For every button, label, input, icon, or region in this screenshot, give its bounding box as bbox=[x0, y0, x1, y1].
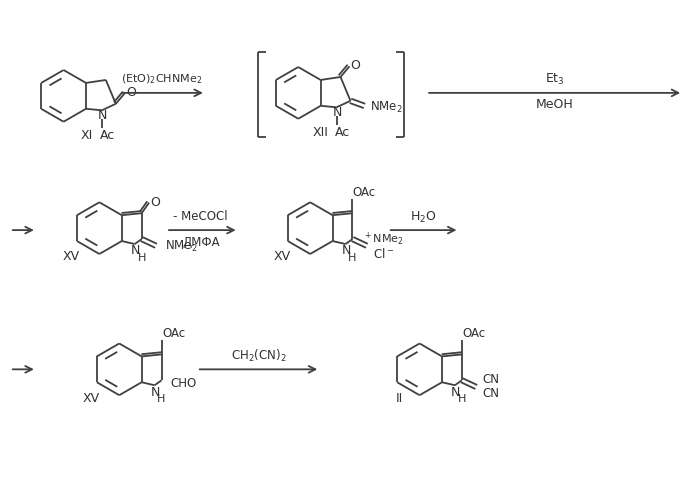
Text: XI: XI bbox=[81, 128, 93, 141]
Text: XV: XV bbox=[82, 392, 99, 404]
Text: O: O bbox=[351, 59, 360, 72]
Text: Et$_3$: Et$_3$ bbox=[544, 72, 564, 86]
Text: N: N bbox=[131, 244, 140, 258]
Text: XII: XII bbox=[313, 126, 328, 138]
Text: OAc: OAc bbox=[353, 186, 376, 199]
Text: N: N bbox=[333, 106, 342, 119]
Text: H: H bbox=[157, 394, 166, 404]
Text: O: O bbox=[126, 86, 136, 98]
Text: (EtO)$_2$CHNMe$_2$: (EtO)$_2$CHNMe$_2$ bbox=[121, 72, 203, 86]
Text: Ac: Ac bbox=[335, 126, 350, 138]
Text: H$_2$O: H$_2$O bbox=[411, 210, 437, 224]
Text: CN: CN bbox=[483, 372, 500, 386]
Text: N: N bbox=[451, 386, 461, 398]
Text: N: N bbox=[151, 386, 160, 398]
Text: CHO: CHO bbox=[170, 377, 197, 390]
Text: H: H bbox=[457, 394, 466, 404]
Text: OAc: OAc bbox=[162, 327, 185, 340]
Text: N: N bbox=[98, 109, 108, 122]
Text: H: H bbox=[137, 253, 146, 263]
Text: Ac: Ac bbox=[100, 128, 115, 141]
Text: CN: CN bbox=[483, 388, 500, 400]
Text: II: II bbox=[395, 392, 403, 404]
Text: $^+$NMe$_2$: $^+$NMe$_2$ bbox=[364, 232, 404, 248]
Text: CH$_2$(CN)$_2$: CH$_2$(CN)$_2$ bbox=[230, 348, 286, 364]
Text: OAc: OAc bbox=[462, 327, 485, 340]
Text: XV: XV bbox=[273, 250, 290, 264]
Text: ДМФА: ДМФА bbox=[182, 236, 219, 248]
Text: NMe$_2$: NMe$_2$ bbox=[370, 100, 403, 116]
Text: H: H bbox=[348, 253, 357, 263]
Text: N: N bbox=[342, 244, 351, 258]
Text: O: O bbox=[150, 196, 160, 209]
Text: Cl$^-$: Cl$^-$ bbox=[373, 246, 395, 260]
Text: MeOH: MeOH bbox=[535, 98, 573, 112]
Text: NMe$_2$: NMe$_2$ bbox=[165, 239, 197, 254]
Text: - MeCOCl: - MeCOCl bbox=[173, 210, 228, 222]
Text: XV: XV bbox=[63, 250, 79, 264]
